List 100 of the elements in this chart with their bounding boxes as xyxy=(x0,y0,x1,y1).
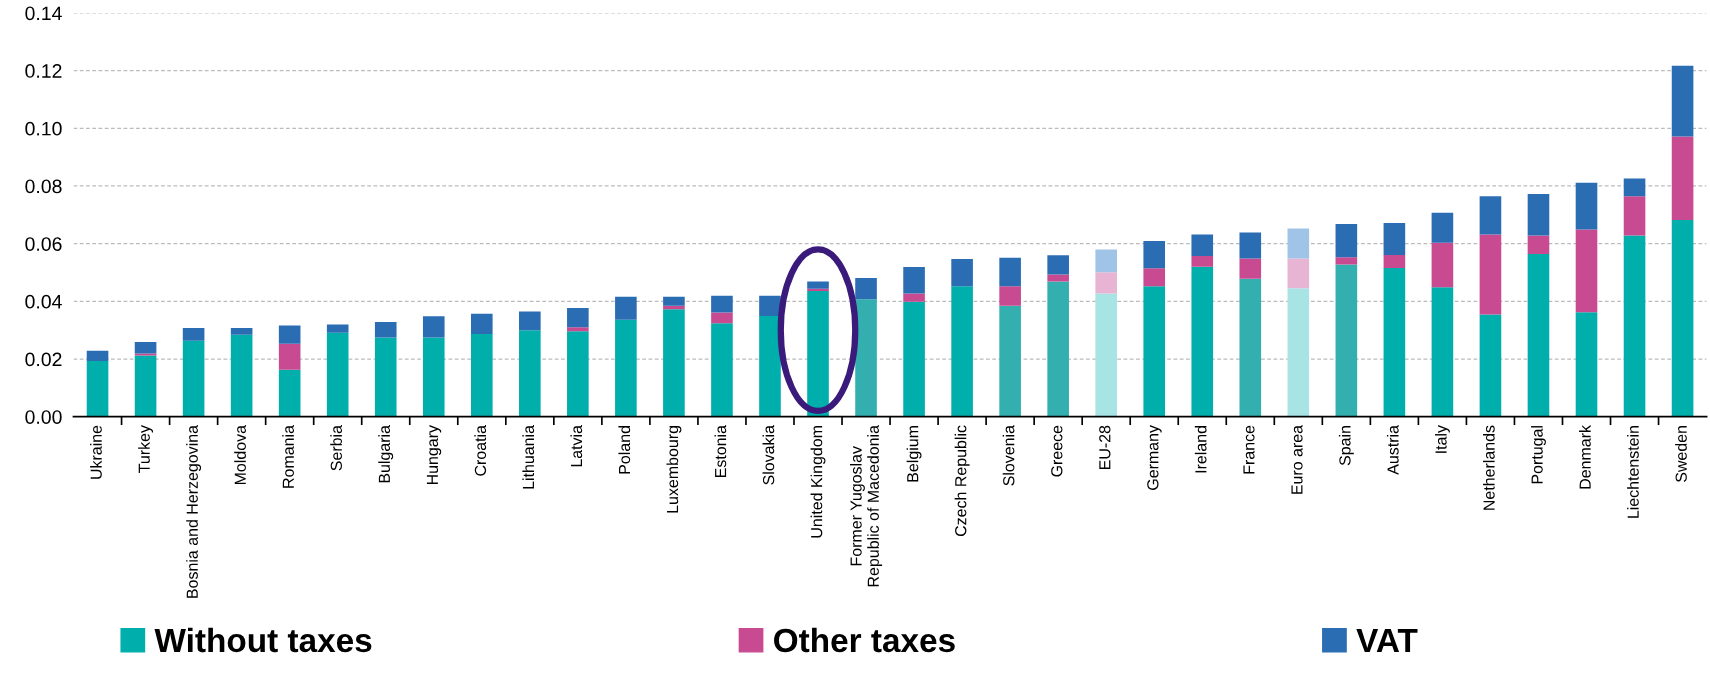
bar xyxy=(615,319,637,417)
legend-label: Without taxes xyxy=(154,627,372,653)
bar xyxy=(134,353,157,356)
x-tick-label: Lithuania xyxy=(522,425,535,489)
bar xyxy=(519,330,541,417)
bar xyxy=(711,312,733,324)
y-tick-label: 0.02 xyxy=(25,352,62,367)
y-tick-label: 0.12 xyxy=(25,64,62,78)
bar xyxy=(951,286,973,417)
x-tick-label: EU-28 xyxy=(1099,425,1111,469)
bar xyxy=(1143,268,1166,287)
bar xyxy=(1479,234,1502,315)
bar xyxy=(711,323,733,417)
bar xyxy=(1431,287,1454,417)
bar xyxy=(1527,235,1550,255)
bar xyxy=(759,316,781,417)
x-tick-label: Denmark xyxy=(1579,425,1591,489)
y-tick-label: 0.08 xyxy=(25,179,62,194)
bar xyxy=(1239,258,1262,279)
bar xyxy=(326,332,349,417)
bar xyxy=(807,281,829,289)
x-tick-label: United Kingdom xyxy=(810,426,826,538)
bar xyxy=(1095,249,1117,273)
bar xyxy=(855,277,877,300)
bar xyxy=(182,340,205,417)
bar xyxy=(1047,281,1069,417)
bar xyxy=(663,309,685,417)
bar xyxy=(903,293,925,302)
x-tick-label: Belgium xyxy=(906,426,922,482)
bar xyxy=(567,331,589,417)
bar xyxy=(999,257,1021,287)
bar xyxy=(422,316,445,338)
bar xyxy=(278,369,301,417)
bar xyxy=(807,290,829,417)
bar xyxy=(519,311,541,331)
bar xyxy=(711,295,733,313)
bar xyxy=(1671,220,1694,417)
bar xyxy=(134,355,157,417)
x-tick-label: Germany xyxy=(1147,425,1162,490)
x-tick-label: Ukraine xyxy=(90,425,102,479)
bar xyxy=(1239,232,1262,259)
bar xyxy=(1191,256,1214,267)
x-tick-label: Latvia xyxy=(570,425,583,467)
bar xyxy=(1527,254,1550,417)
bar xyxy=(422,337,445,417)
x-tick-label: Serbia xyxy=(330,425,342,471)
bar xyxy=(663,296,685,306)
bar xyxy=(470,313,493,334)
bar xyxy=(1287,258,1310,289)
bar xyxy=(1191,234,1214,257)
x-tick-label: Portugal xyxy=(1531,426,1546,484)
bar xyxy=(182,327,205,341)
x-tick-label: Austria xyxy=(1386,425,1399,475)
x-tick-label: Bosnia and Herzegovina xyxy=(186,425,202,598)
bar xyxy=(1479,314,1502,417)
bar xyxy=(1383,254,1406,268)
bar xyxy=(903,301,925,417)
bar xyxy=(567,327,589,332)
x-tick-label: Moldova xyxy=(234,425,246,485)
bar xyxy=(1383,222,1406,255)
x-tick-label: Slovakia xyxy=(762,425,775,485)
legend-label: VAT xyxy=(1356,628,1418,652)
y-tick-label: 0.10 xyxy=(25,121,62,136)
bar xyxy=(230,334,253,417)
bar xyxy=(1335,264,1358,417)
bar xyxy=(759,295,781,317)
bar xyxy=(1431,212,1454,243)
bar xyxy=(1575,312,1598,417)
x-tick-label: Hungary xyxy=(426,425,442,485)
x-tick-label: Euro area xyxy=(1291,425,1303,494)
bar xyxy=(1623,196,1646,236)
bar xyxy=(903,267,925,294)
bar xyxy=(1479,196,1502,235)
x-tick-label: Turkey xyxy=(138,425,154,473)
bar xyxy=(1191,266,1214,417)
bar xyxy=(999,286,1021,306)
bar xyxy=(134,342,157,354)
bar xyxy=(1287,288,1310,417)
bar xyxy=(86,350,109,362)
bar xyxy=(1575,182,1598,230)
bar xyxy=(326,324,349,333)
bar xyxy=(1095,272,1117,294)
x-tick-label: Poland xyxy=(618,426,631,474)
y-tick-label: 0.00 xyxy=(25,410,62,424)
bar xyxy=(1527,194,1550,236)
bar xyxy=(1575,229,1598,313)
bar xyxy=(86,361,109,417)
bar xyxy=(1623,178,1646,197)
x-tick-label: Ireland xyxy=(1194,426,1207,473)
x-tick-label: Luxembourg xyxy=(666,426,682,513)
x-tick-label: Former Yugoslav Republic of Macedonia xyxy=(849,425,883,587)
bar xyxy=(1095,293,1117,417)
bar xyxy=(1623,235,1646,417)
bar xyxy=(1143,286,1166,417)
y-tick-label: 0.06 xyxy=(25,237,62,251)
x-tick-label: Slovenia xyxy=(1002,425,1015,486)
bar xyxy=(278,325,301,344)
x-tick-label: Italy xyxy=(1434,425,1450,453)
bar xyxy=(1671,136,1694,221)
bar xyxy=(1335,257,1358,265)
